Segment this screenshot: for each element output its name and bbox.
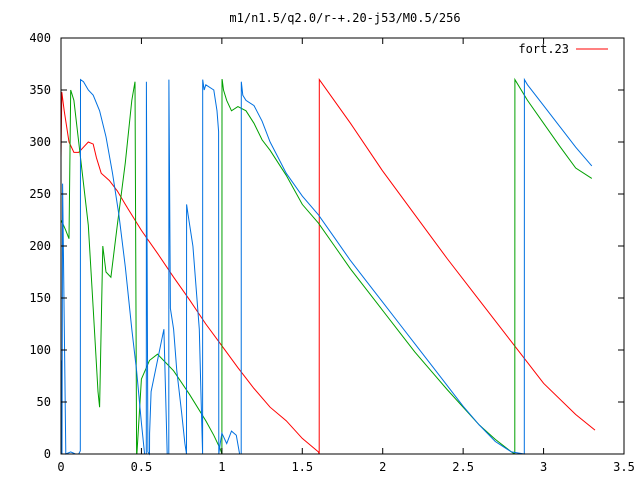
y-tick-label: 200 bbox=[29, 239, 51, 253]
y-tick-label: 0 bbox=[44, 447, 51, 461]
y-tick-label: 400 bbox=[29, 31, 51, 45]
x-tick-label: 1.5 bbox=[291, 460, 313, 474]
y-tick-label: 350 bbox=[29, 83, 51, 97]
y-axis: 0 50 100 150 200 250 300 350 400 bbox=[29, 31, 624, 461]
x-axis: 0 0.5 1 1.5 2 2.5 3 3.5 bbox=[57, 38, 635, 474]
x-tick-label: 2 bbox=[379, 460, 386, 474]
x-tick-label: 2.5 bbox=[452, 460, 474, 474]
x-tick-label: 0 bbox=[57, 460, 64, 474]
y-tick-label: 100 bbox=[29, 343, 51, 357]
y-tick-label: 300 bbox=[29, 135, 51, 149]
legend: fort.23 bbox=[518, 42, 608, 56]
x-tick-label: 1 bbox=[218, 460, 225, 474]
series-line-3 bbox=[60, 77, 593, 456]
x-tick-label: 3.5 bbox=[613, 460, 635, 474]
series-line-2 bbox=[60, 77, 593, 455]
x-tick-label: 0.5 bbox=[131, 460, 153, 474]
y-tick-label: 250 bbox=[29, 187, 51, 201]
y-tick-label: 50 bbox=[37, 395, 51, 409]
x-tick-label: 3 bbox=[540, 460, 547, 474]
chart-title: m1/n1.5/q2.0/r-+.20-j53/M0.5/256 bbox=[229, 11, 460, 25]
series-lines bbox=[60, 77, 596, 456]
series-line-1 bbox=[60, 78, 596, 455]
legend-label: fort.23 bbox=[518, 42, 569, 56]
y-tick-label: 150 bbox=[29, 291, 51, 305]
